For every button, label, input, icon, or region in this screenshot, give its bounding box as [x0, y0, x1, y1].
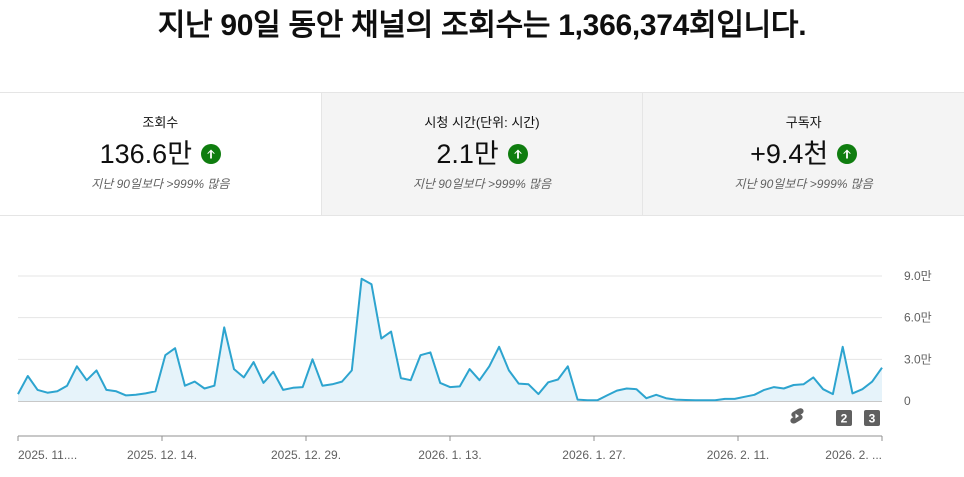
metric-value: 2.1만: [436, 139, 499, 169]
y-tick-label: 6.0만: [904, 311, 932, 325]
metric-card-watch-time[interactable]: 시청 시간(단위: 시간) 2.1만 지난 90일보다 >999% 많음: [320, 93, 643, 215]
metric-comparison-note: 지난 90일보다 >999% 많음: [91, 177, 230, 191]
chart-marker-2[interactable]: 2: [836, 410, 852, 426]
x-tick-label: 2025. 12. 29.: [271, 448, 341, 462]
y-tick-label: 9.0만: [904, 269, 932, 283]
arrow-up-circle-icon: [837, 144, 858, 164]
x-tick-label: 2026. 1. 13.: [418, 448, 481, 462]
x-tick-label: 2026. 2. ...: [825, 448, 882, 462]
metric-card-views[interactable]: 조회수 136.6만 지난 90일보다 >999% 많음: [0, 93, 321, 215]
metric-label: 구독자: [785, 115, 822, 130]
views-chart-svg: 0 3.0만 6.0만 9.0만 2025. 11.... 2025. 12. 14. 2…: [17, 269, 932, 462]
views-chart: 0 3.0만 6.0만 9.0만 2025. 11.... 2025. 12. 14. 2…: [0, 262, 964, 472]
metric-value: +9.4천: [750, 139, 829, 169]
y-tick-label: 3.0만: [904, 352, 932, 366]
arrow-up-circle-icon: [201, 144, 222, 164]
x-tick-label: 2026. 1. 27.: [562, 448, 625, 462]
shorts-icon[interactable]: [790, 408, 804, 424]
x-tick-label: 2026. 2. 11.: [707, 448, 770, 462]
metric-label: 시청 시간(단위: 시간): [424, 115, 540, 130]
page-headline: 지난 90일 동안 채널의 조회수는 1,366,374회입니다.: [157, 9, 807, 42]
metric-value: 136.6만: [99, 139, 193, 169]
metric-card-subscribers[interactable]: 구독자 +9.4천 지난 90일보다 >999% 많음: [642, 93, 964, 215]
metric-cards: 조회수 136.6만 지난 90일보다 >999% 많음 시청 시간(단위: 시…: [0, 92, 964, 216]
metric-comparison-note: 지난 90일보다 >999% 많음: [734, 177, 873, 191]
marker-label: 2: [841, 412, 848, 426]
chart-area-fill: [18, 278, 882, 401]
x-tick-label: 2025. 12. 14.: [127, 448, 197, 462]
marker-label: 3: [869, 412, 876, 426]
chart-series-line: [17, 277, 883, 402]
chart-marker-3[interactable]: 3: [864, 410, 880, 426]
y-tick-label: 0: [904, 394, 911, 408]
arrow-up-circle-icon: [507, 144, 528, 164]
metric-label: 조회수: [142, 115, 179, 130]
metric-comparison-note: 지난 90일보다 >999% 많음: [412, 177, 552, 191]
x-tick-label: 2025. 11....: [18, 448, 77, 462]
